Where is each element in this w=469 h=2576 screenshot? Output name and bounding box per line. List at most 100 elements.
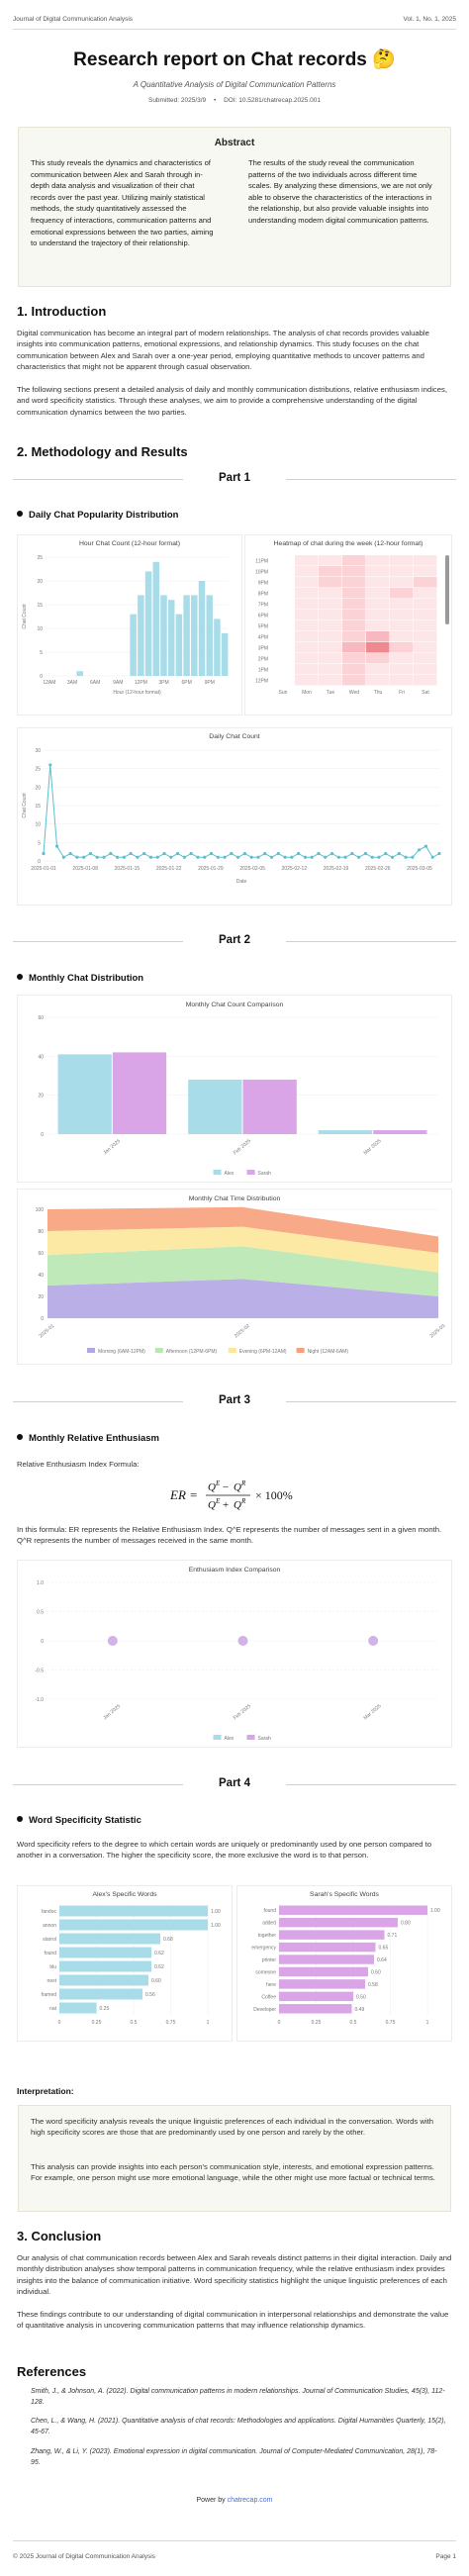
x-tick-label: 2025-02-26 bbox=[365, 866, 391, 872]
part-1-label: Part 1 bbox=[219, 472, 250, 484]
svg-text:R: R bbox=[240, 1497, 246, 1505]
heatmap-cell bbox=[271, 620, 295, 631]
heatmap-cell bbox=[390, 653, 414, 664]
data-point bbox=[196, 855, 200, 859]
heatmap-cell bbox=[390, 599, 414, 610]
heatmap-cell bbox=[271, 599, 295, 610]
abstract-box: Abstract This study reveals the dynamics… bbox=[18, 127, 451, 287]
x-tick-label: Mar 2025 bbox=[363, 1138, 383, 1156]
specificity-paragraph: Word specificity refers to the degree to… bbox=[17, 1840, 432, 1860]
value-label: 0.80 bbox=[401, 1921, 411, 1927]
y-tick-label: 7PM bbox=[258, 603, 268, 609]
word-label: someone bbox=[255, 1969, 276, 1975]
y-tick-label: 0 bbox=[38, 859, 41, 865]
y-tick-label: 20 bbox=[35, 785, 41, 791]
y-tick-label: 5 bbox=[40, 650, 43, 656]
x-tick-label: 2025-01-15 bbox=[115, 866, 141, 872]
heatmap-scrollbar[interactable] bbox=[445, 555, 449, 624]
word-label: found bbox=[44, 1951, 56, 1956]
legend-swatch bbox=[296, 1348, 305, 1353]
specificity-section-heading: Word Specificity Statistic bbox=[17, 1815, 141, 1826]
heatmap-cell bbox=[366, 620, 390, 631]
data-point bbox=[423, 844, 428, 848]
x-tick-label: 6PM bbox=[181, 680, 191, 686]
data-point bbox=[390, 855, 395, 859]
x-tick-label: 1 bbox=[426, 2020, 429, 2026]
alex-words-title: Alex's Specific Words bbox=[92, 1891, 157, 1898]
month-bar bbox=[112, 1052, 167, 1134]
page-title: Research report on Chat records 🤔 bbox=[73, 49, 396, 70]
y-tick-label: 0.5 bbox=[37, 1610, 44, 1616]
x-tick-label: Wed bbox=[349, 690, 359, 696]
heatmap-cell bbox=[342, 675, 366, 686]
heatmap-cell bbox=[414, 675, 437, 686]
bullet-icon bbox=[17, 511, 23, 517]
data-point bbox=[155, 855, 159, 859]
references-heading: References bbox=[17, 2364, 87, 2379]
word-label: nat bbox=[49, 2006, 57, 2012]
monthly-bar-title: Monthly Chat Count Comparison bbox=[185, 1002, 284, 1008]
heatmap-cell bbox=[319, 675, 342, 686]
data-point bbox=[169, 855, 173, 859]
data-point bbox=[95, 855, 99, 859]
footer-divider bbox=[13, 2540, 456, 2541]
data-point bbox=[324, 855, 328, 859]
enthusiasm-section-heading: Monthly Relative Enthusiasm bbox=[17, 1433, 159, 1444]
heatmap-cell bbox=[319, 599, 342, 610]
heatmap-cell bbox=[390, 631, 414, 642]
hour-bar bbox=[214, 619, 221, 676]
word-bar bbox=[59, 1947, 151, 1958]
word-label: Coffee bbox=[261, 1994, 276, 2000]
heatmap-cell bbox=[390, 566, 414, 577]
y-tick-label: 60 bbox=[38, 1251, 44, 1257]
reference-item: Smith, J., & Johnson, A. (2022). Digital… bbox=[31, 2388, 445, 2406]
sarah-words-title: Sarah's Specific Words bbox=[310, 1891, 379, 1898]
data-point bbox=[269, 855, 274, 859]
heatmap-cell bbox=[390, 588, 414, 599]
x-tick-label: 12AM bbox=[43, 680, 55, 686]
abstract-left: This study reveals the dynamics and char… bbox=[31, 158, 214, 248]
x-tick-label: 0.25 bbox=[312, 2020, 322, 2026]
data-point bbox=[350, 851, 354, 856]
x-tick-label: 2025-02-05 bbox=[239, 866, 265, 872]
heatmap-cell bbox=[366, 599, 390, 610]
svg-text:−: − bbox=[223, 1481, 229, 1493]
value-label: 0.71 bbox=[388, 1933, 398, 1939]
daily-section-heading: Daily Chat Popularity Distribution bbox=[17, 510, 179, 521]
value-label: 0.60 bbox=[151, 1978, 161, 1984]
heatmap-cell bbox=[342, 653, 366, 664]
x-tick-label: 1 bbox=[207, 2020, 210, 2026]
heatmap-cell bbox=[366, 675, 390, 686]
y-axis-label: Chat Count bbox=[22, 793, 28, 818]
heatmap-cell bbox=[342, 588, 366, 599]
hour-bar bbox=[183, 595, 190, 676]
month-bar bbox=[242, 1079, 297, 1134]
data-point bbox=[404, 855, 408, 859]
hour-bar bbox=[76, 671, 83, 676]
svg-text:Q: Q bbox=[208, 1481, 216, 1493]
legend-swatch bbox=[213, 1735, 222, 1740]
heatmap-cell bbox=[319, 566, 342, 577]
data-point bbox=[242, 851, 246, 856]
sarah-words-panel: Sarah's Specific Words 0 0.25 0.5 0.75 1 foun… bbox=[236, 1885, 452, 2042]
heatmap-cell bbox=[295, 631, 319, 642]
heatmap-cell bbox=[295, 610, 319, 620]
y-tick-label: 6PM bbox=[258, 614, 268, 620]
data-point bbox=[357, 855, 361, 859]
doi: DOI: 10.5281/chatrecap.2025.001 bbox=[224, 97, 322, 104]
x-axis-label: Date bbox=[236, 879, 247, 885]
data-point bbox=[370, 855, 374, 859]
y-tick-label: 9PM bbox=[258, 581, 268, 587]
heatmap-cell bbox=[414, 631, 437, 642]
word-label: blu bbox=[49, 1964, 56, 1970]
y-tick-label: -1.0 bbox=[35, 1697, 44, 1703]
y-tick-label: 15 bbox=[35, 804, 41, 810]
x-tick-label: 2025-01 bbox=[38, 1323, 55, 1340]
word-label: emergency bbox=[251, 1946, 276, 1952]
powered-link[interactable]: chatrecap.com bbox=[227, 2497, 273, 2504]
x-tick-label: 2025-03 bbox=[428, 1323, 446, 1340]
heatmap-cell bbox=[414, 653, 437, 664]
part-2-label: Part 2 bbox=[219, 934, 250, 946]
legend-label: Afternoon (12PM-6PM) bbox=[166, 1349, 218, 1355]
legend-label: Alex bbox=[225, 1171, 234, 1177]
